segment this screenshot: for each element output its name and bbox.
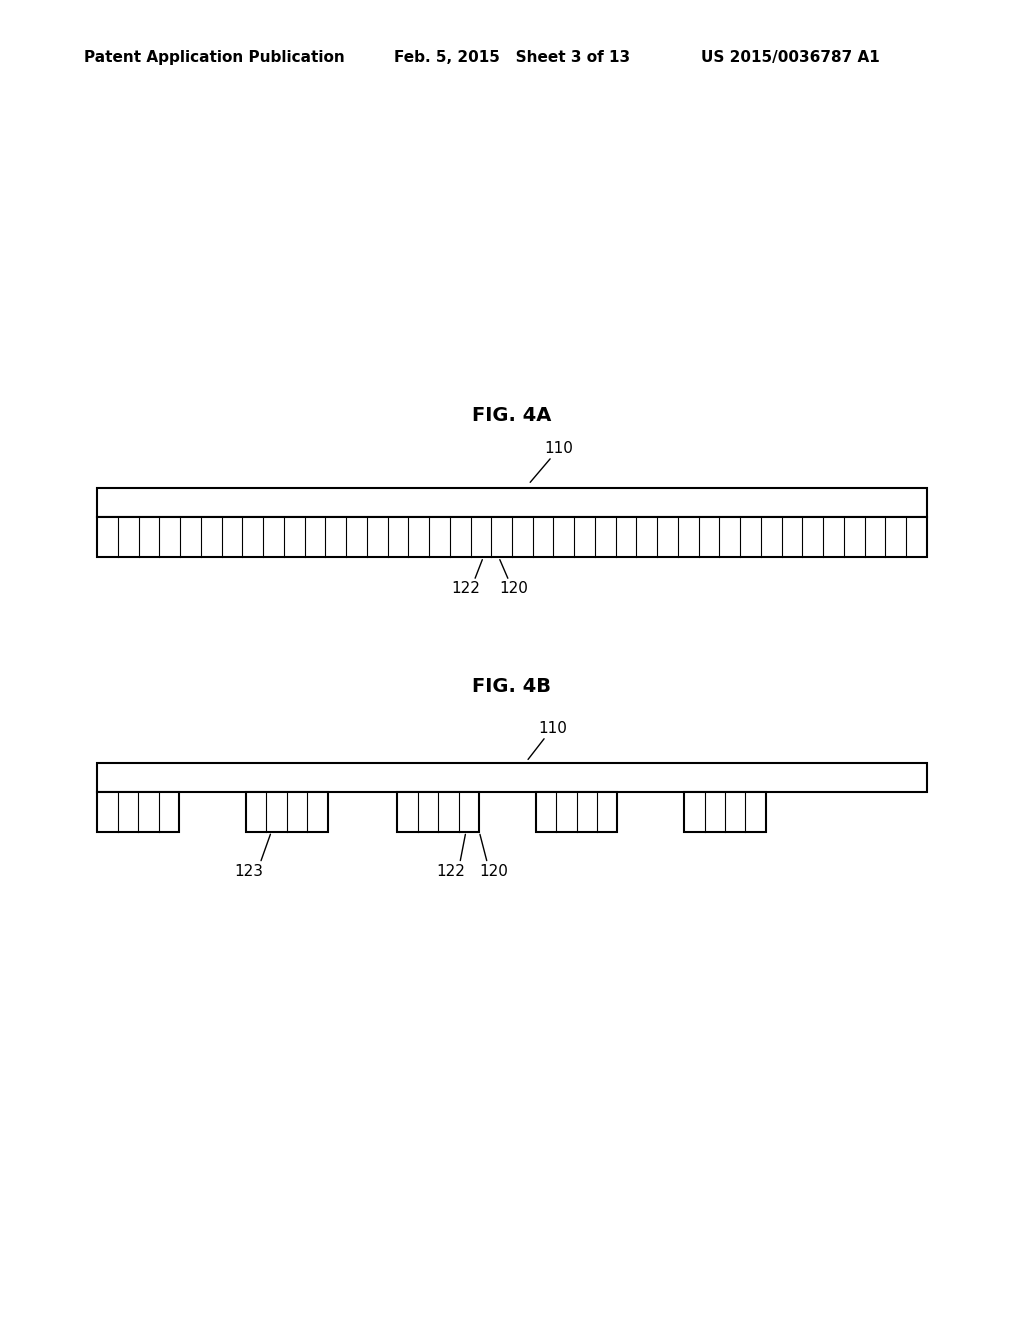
Text: Feb. 5, 2015   Sheet 3 of 13: Feb. 5, 2015 Sheet 3 of 13: [394, 50, 631, 65]
Bar: [97, 792, 179, 832]
Text: FIG. 4B: FIG. 4B: [472, 677, 552, 696]
Text: 110: 110: [539, 721, 567, 737]
Bar: [536, 792, 617, 832]
Bar: [397, 792, 479, 832]
Bar: [97, 488, 927, 517]
Text: 120: 120: [500, 581, 528, 597]
Bar: [97, 517, 927, 557]
Bar: [97, 763, 927, 792]
Text: 110: 110: [545, 441, 573, 457]
Text: 122: 122: [452, 581, 480, 597]
Text: 122: 122: [436, 863, 465, 879]
Bar: [246, 792, 328, 832]
Text: 120: 120: [479, 863, 508, 879]
Text: FIG. 4A: FIG. 4A: [472, 407, 552, 425]
Bar: [684, 792, 766, 832]
Text: 123: 123: [234, 863, 263, 879]
Text: US 2015/0036787 A1: US 2015/0036787 A1: [701, 50, 881, 65]
Text: Patent Application Publication: Patent Application Publication: [84, 50, 345, 65]
